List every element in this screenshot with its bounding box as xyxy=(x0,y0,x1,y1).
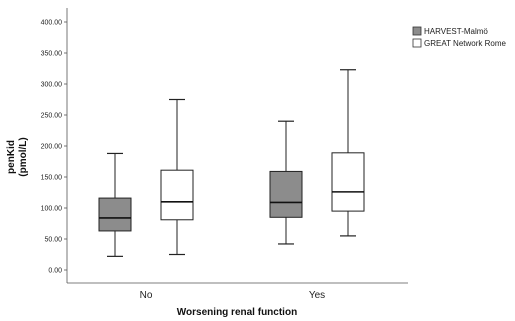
axes xyxy=(66,8,408,284)
legend: HARVEST-Malmö GREAT Network Rome xyxy=(412,26,506,48)
x-axis-title: Worsening renal function xyxy=(177,307,297,318)
y-tick-label: 350.00 xyxy=(41,51,63,58)
interquartile-box xyxy=(160,169,194,221)
legend-label-harvest-malmo: HARVEST-Malmö xyxy=(424,27,488,36)
y-tick-label: 0.00 xyxy=(48,268,62,275)
interquartile-box xyxy=(331,152,365,212)
legend-label-great-network-rome: GREAT Network Rome xyxy=(424,39,506,48)
box-harvest-malmo-no xyxy=(98,152,132,257)
y-tick-label: 250.00 xyxy=(41,113,63,120)
y-axis-ticks: 0.00 50.00 100.00 150.00 200.00 250.00 300.00 3… xyxy=(41,20,67,275)
box-harvest-malmo-yes xyxy=(269,120,303,245)
legend-swatch-harvest-malmo xyxy=(412,26,422,36)
y-tick-label: 150.00 xyxy=(41,175,63,182)
interquartile-box xyxy=(98,197,132,232)
y-axis-title-line1: penKid xyxy=(6,140,17,174)
legend-swatch-great-network-rome xyxy=(412,38,422,48)
y-tick-label: 100.00 xyxy=(41,206,63,213)
y-tick-label: 400.00 xyxy=(41,20,63,27)
box-great-network-rome-no xyxy=(160,98,194,256)
y-tick-label: 200.00 xyxy=(41,144,63,151)
y-tick-label: 50.00 xyxy=(44,237,62,244)
x-category-label-yes: Yes xyxy=(309,290,325,301)
y-tick-label: 300.00 xyxy=(41,82,63,89)
y-axis-title-line2: (pmol/L) xyxy=(18,137,29,176)
x-category-label-no: No xyxy=(140,290,153,301)
box-plot-boxes xyxy=(98,69,365,257)
interquartile-box xyxy=(269,170,303,218)
box-great-network-rome-yes xyxy=(331,69,365,237)
x-axis-category-labels: No Yes xyxy=(140,290,326,301)
